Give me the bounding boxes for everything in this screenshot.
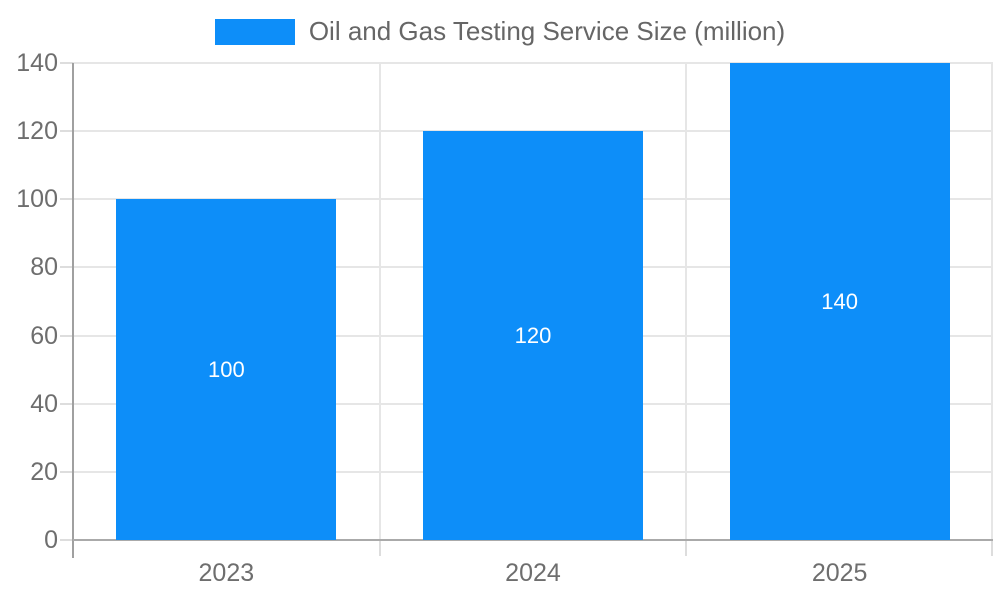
y-tick-mark	[60, 334, 73, 337]
y-axis-label: 120	[16, 117, 58, 146]
legend-swatch	[214, 18, 295, 45]
y-axis-label: 60	[30, 321, 58, 350]
bar-data-label: 120	[514, 322, 552, 348]
x-gridline	[378, 63, 381, 540]
bar: 100	[116, 199, 337, 540]
x-tick-mark	[685, 540, 688, 556]
y-tick-mark	[60, 470, 73, 473]
y-axis-label: 100	[16, 185, 58, 214]
y-axis-label: 80	[30, 253, 58, 282]
x-gridline	[685, 63, 688, 540]
x-axis-label: 2024	[505, 559, 561, 587]
y-tick-mark	[60, 402, 73, 405]
bar-data-label: 100	[207, 356, 245, 382]
y-axis-label: 0	[44, 526, 58, 554]
y-tick-mark	[60, 62, 73, 64]
y-gridline	[73, 62, 993, 64]
plot-right-border	[991, 63, 993, 540]
y-axis-label: 140	[16, 49, 58, 77]
y-axis-label: 40	[30, 389, 58, 418]
x-axis-label: 2025	[811, 559, 868, 587]
bar-data-label: 140	[821, 288, 859, 314]
bar: 140	[729, 63, 950, 540]
legend[interactable]: Oil and Gas Testing Service Size (millio…	[0, 16, 1000, 47]
x-axis-line	[73, 539, 993, 541]
y-tick-mark	[60, 266, 73, 269]
y-axis-line	[72, 63, 74, 558]
x-tick-mark	[991, 540, 993, 556]
y-axis-label: 20	[30, 457, 58, 486]
legend-label: Oil and Gas Testing Service Size (millio…	[308, 16, 786, 46]
x-tick-mark	[378, 540, 381, 556]
y-tick-mark	[60, 539, 73, 541]
y-tick-mark	[60, 198, 73, 201]
y-tick-mark	[60, 130, 73, 133]
x-axis-label: 2023	[198, 559, 255, 587]
bar: 120	[423, 131, 643, 540]
